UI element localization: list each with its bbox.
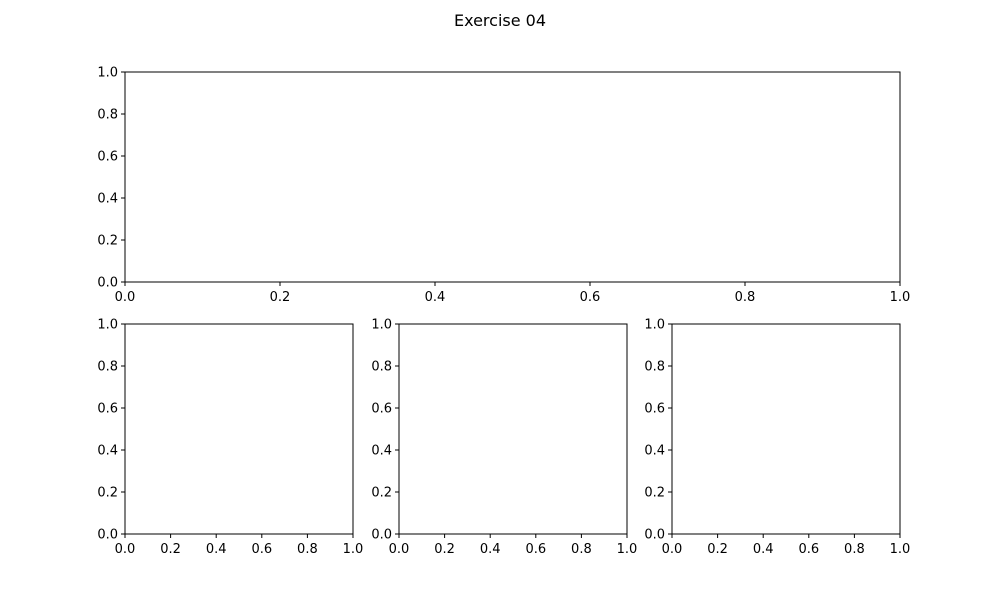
axes-bottom-left: 0.0 0.2 0.4 0.6 0.8 1.0 0.0 0.2 0.4 0.6 0.8 1.0 xyxy=(97,318,363,558)
axes-bottom-left-y-tick-label: 0.2 xyxy=(97,486,118,501)
axes-bottom-left-frame xyxy=(124,323,354,535)
axes-bottom-right-y-tick-label: 0.0 xyxy=(644,528,665,543)
axes-bottom-middle-x-tick-label: 0.8 xyxy=(571,542,592,557)
axes-bottom-middle-x-tick-label: 0.0 xyxy=(389,542,410,557)
axes-bottom-right-x-tick-label: 0.4 xyxy=(753,542,774,557)
axes-bottom-right-x-tick-label: 0.6 xyxy=(798,542,819,557)
axes-bottom-right-y-tick-label: 1.0 xyxy=(644,318,665,333)
axes-bottom-middle-x-tick-label: 0.4 xyxy=(480,542,501,557)
axes-bottom-right: 0.0 0.2 0.4 0.6 0.8 1.0 0.0 0.2 0.4 0.6 0.8 1.0 xyxy=(644,318,910,558)
axes-bottom-middle-y-tick-label: 0.0 xyxy=(371,528,392,543)
axes-bottom-left-y-tick-label: 0.6 xyxy=(97,402,118,417)
axes-bottom-middle: 0.0 0.2 0.4 0.6 0.8 1.0 0.0 0.2 0.4 0.6 0.8 1.0 xyxy=(371,318,637,558)
axes-top-x-tick-label: 0.2 xyxy=(270,290,291,305)
axes-bottom-left-x-tick-label: 0.0 xyxy=(115,542,136,557)
axes-bottom-middle-y-tick-label: 0.2 xyxy=(371,486,392,501)
axes-bottom-middle-x-tick-label: 1.0 xyxy=(617,542,638,557)
figure-title: Exercise 04 xyxy=(454,11,546,30)
axes-top: 0.0 0.2 0.4 0.6 0.8 1.0 0.0 0.2 0.4 0.6 0.8 1.0 xyxy=(97,66,910,306)
axes-top-x-tick-label: 0.6 xyxy=(580,290,601,305)
axes-top-y-tick-label: 0.4 xyxy=(97,192,118,207)
axes-bottom-right-x-tick-label: 1.0 xyxy=(890,542,911,557)
axes-bottom-middle-y-tick-label: 0.6 xyxy=(371,402,392,417)
axes-bottom-right-x-tick-label: 0.8 xyxy=(844,542,865,557)
axes-bottom-middle-x-tick-label: 0.2 xyxy=(434,542,455,557)
axes-bottom-right-y-tick-label: 0.4 xyxy=(644,444,665,459)
axes-bottom-middle-y-tick-label: 0.8 xyxy=(371,360,392,375)
axes-bottom-left-y-tick-label: 0.8 xyxy=(97,360,118,375)
axes-bottom-left-y-tick-label: 0.0 xyxy=(97,528,118,543)
axes-bottom-left-x-tick-label: 0.6 xyxy=(251,542,272,557)
axes-bottom-left-x-tick-label: 0.8 xyxy=(297,542,318,557)
axes-bottom-left-x-tick-label: 0.2 xyxy=(160,542,181,557)
axes-bottom-right-x-tick-label: 0.2 xyxy=(707,542,728,557)
axes-top-x-tick-label: 0.4 xyxy=(425,290,446,305)
axes-bottom-left-y-tick-label: 0.4 xyxy=(97,444,118,459)
axes-bottom-left-y-tick-label: 1.0 xyxy=(97,318,118,333)
axes-top-frame xyxy=(124,71,901,283)
axes-bottom-middle-frame xyxy=(398,323,628,535)
axes-top-x-tick-label: 1.0 xyxy=(890,290,911,305)
axes-bottom-middle-y-tick-label: 0.4 xyxy=(371,444,392,459)
axes-top-y-tick-label: 0.0 xyxy=(97,276,118,291)
axes-bottom-right-x-tick-label: 0.0 xyxy=(662,542,683,557)
axes-bottom-left-x-tick-label: 0.4 xyxy=(206,542,227,557)
axes-top-y-tick-label: 0.8 xyxy=(97,108,118,123)
axes-bottom-right-y-tick-label: 0.8 xyxy=(644,360,665,375)
axes-top-y-tick-label: 0.6 xyxy=(97,150,118,165)
axes-top-x-tick-label: 0.0 xyxy=(115,290,136,305)
axes-bottom-middle-y-tick-label: 1.0 xyxy=(371,318,392,333)
axes-bottom-middle-x-tick-label: 0.6 xyxy=(525,542,546,557)
axes-bottom-right-y-tick-label: 0.6 xyxy=(644,402,665,417)
axes-bottom-left-x-tick-label: 1.0 xyxy=(343,542,364,557)
axes-top-y-tick-label: 1.0 xyxy=(97,66,118,81)
axes-top-x-tick-label: 0.8 xyxy=(735,290,756,305)
axes-top-y-tick-label: 0.2 xyxy=(97,234,118,249)
axes-bottom-right-y-tick-label: 0.2 xyxy=(644,486,665,501)
axes-bottom-right-frame xyxy=(671,323,901,535)
